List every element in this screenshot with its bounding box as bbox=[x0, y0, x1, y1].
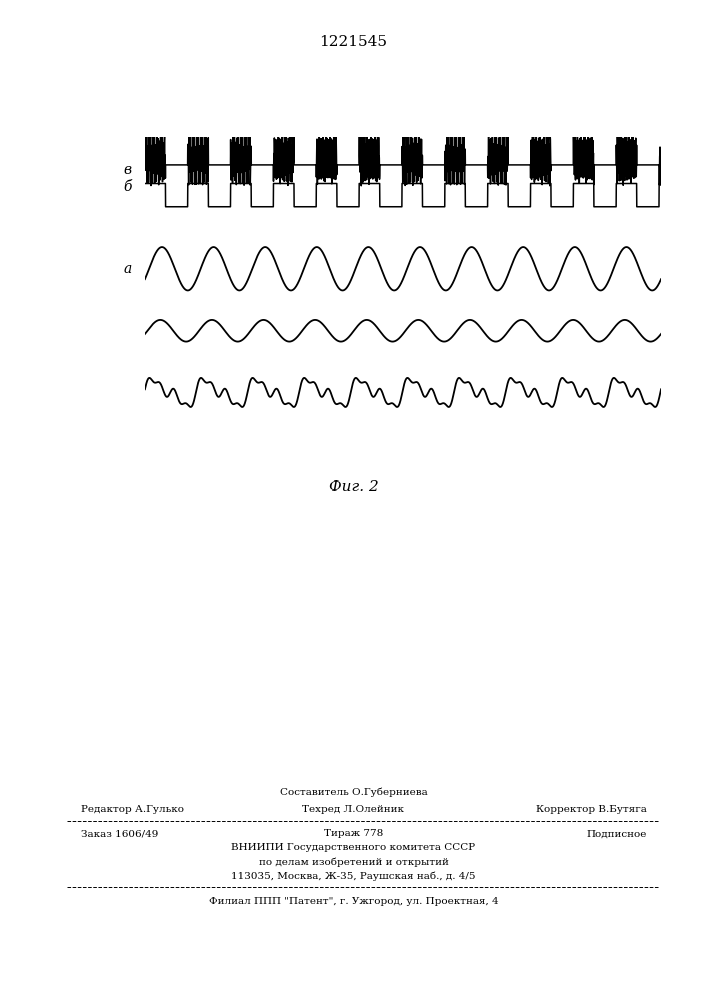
Text: Редактор А.Гулько: Редактор А.Гулько bbox=[81, 806, 185, 814]
Text: по делам изобретений и открытий: по делам изобретений и открытий bbox=[259, 857, 448, 867]
Text: Филиал ППП "Патент", г. Ужгород, ул. Проектная, 4: Филиал ППП "Патент", г. Ужгород, ул. Про… bbox=[209, 896, 498, 906]
Text: в: в bbox=[123, 163, 132, 177]
Text: 113035, Москва, Ж-35, Раушская наб., д. 4/5: 113035, Москва, Ж-35, Раушская наб., д. … bbox=[231, 871, 476, 881]
Text: ВНИИПИ Государственного комитета СССР: ВНИИПИ Государственного комитета СССР bbox=[231, 844, 476, 852]
Text: Тираж 778: Тираж 778 bbox=[324, 830, 383, 838]
Text: Корректор В.Бутяга: Корректор В.Бутяга bbox=[536, 806, 647, 814]
Text: Составитель О.Губерниева: Составитель О.Губерниева bbox=[280, 787, 427, 797]
Text: 1221545: 1221545 bbox=[320, 35, 387, 49]
Text: Заказ 1606/49: Заказ 1606/49 bbox=[81, 830, 158, 838]
Text: Техред Л.Олейник: Техред Л.Олейник bbox=[303, 806, 404, 814]
Text: а: а bbox=[123, 262, 132, 276]
Text: Фиг. 2: Фиг. 2 bbox=[329, 480, 378, 494]
Text: Подписное: Подписное bbox=[587, 830, 647, 838]
Text: б: б bbox=[123, 180, 132, 194]
